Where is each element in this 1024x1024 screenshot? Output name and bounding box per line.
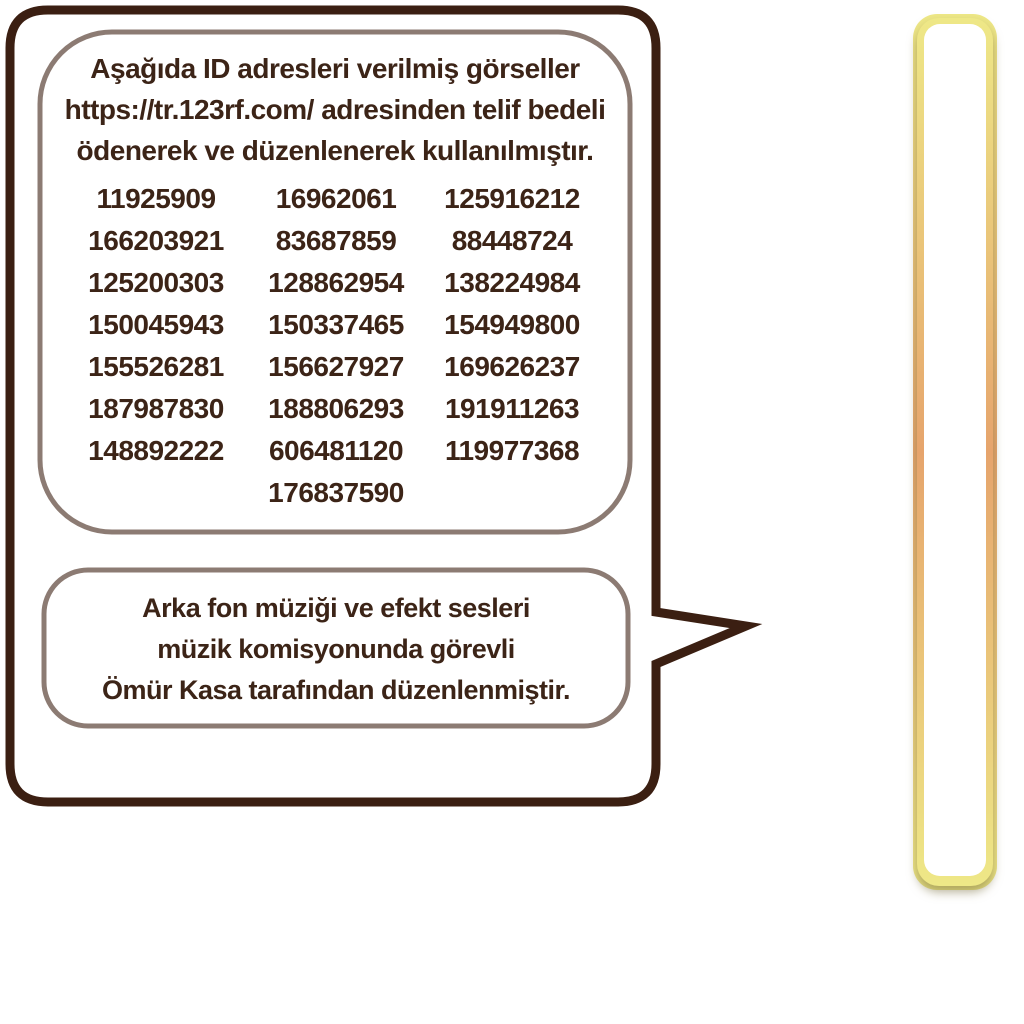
image-credits-header: Aşağıda ID adresleri verilmiş görseller …: [40, 48, 630, 171]
music-credits-text: Arka fon müziği ve efekt sesleri müzik k…: [44, 588, 628, 711]
image-id: 88448724: [451, 225, 573, 256]
music-credit-line: Arka fon müziği ve efekt sesleri: [142, 593, 530, 623]
image-id: 606481120: [268, 435, 404, 466]
image-id: 83687859: [275, 225, 397, 256]
image-id: 187987830: [88, 393, 224, 424]
image-id-grid: 11925909 16962061 125916212 166203921 836878…: [40, 182, 630, 522]
image-id: 156627927: [268, 351, 404, 382]
music-credits-panel: Arka fon müziği ve efekt sesleri müzik k…: [44, 570, 628, 726]
music-credit-line: müzik komisyonunda görevli: [157, 634, 515, 664]
header-line: ödenerek ve düzenlenerek kullanılmıştır.: [76, 135, 594, 166]
image-id: 150337465: [268, 309, 404, 340]
image-id: 176837590: [268, 477, 404, 508]
image-id: 119977368: [444, 435, 580, 466]
image-id: 16962061: [275, 183, 397, 214]
image-id: 148892222: [88, 435, 224, 466]
image-id: 125200303: [88, 267, 224, 298]
image-id: 138224984: [444, 267, 580, 298]
image-id: 169626237: [444, 351, 580, 382]
image-id: 11925909: [96, 183, 216, 214]
speech-bubble-outline: [5, 5, 763, 807]
header-line: https://tr.123rf.com/ adresinden telif b…: [64, 94, 606, 125]
image-id: 125916212: [444, 183, 580, 214]
side-bar-blank-area: [924, 24, 986, 876]
credits-panel-outline: [37, 29, 633, 535]
music-panel-outline: [41, 567, 631, 729]
image-id: 154949800: [444, 309, 580, 340]
image-id: 155526281: [88, 351, 224, 382]
image-id: 191911263: [444, 393, 580, 424]
image-credits-panel: Aşağıda ID adresleri verilmiş görseller …: [40, 32, 630, 532]
image-id: 150045943: [88, 309, 224, 340]
image-id: 128862954: [268, 267, 404, 298]
image-id: 166203921: [88, 225, 224, 256]
music-credit-line: Ömür Kasa tarafından düzenlenmiştir.: [101, 675, 571, 705]
header-line: Aşağıda ID adresleri verilmiş görseller: [90, 53, 580, 84]
image-id: 188806293: [268, 393, 404, 424]
